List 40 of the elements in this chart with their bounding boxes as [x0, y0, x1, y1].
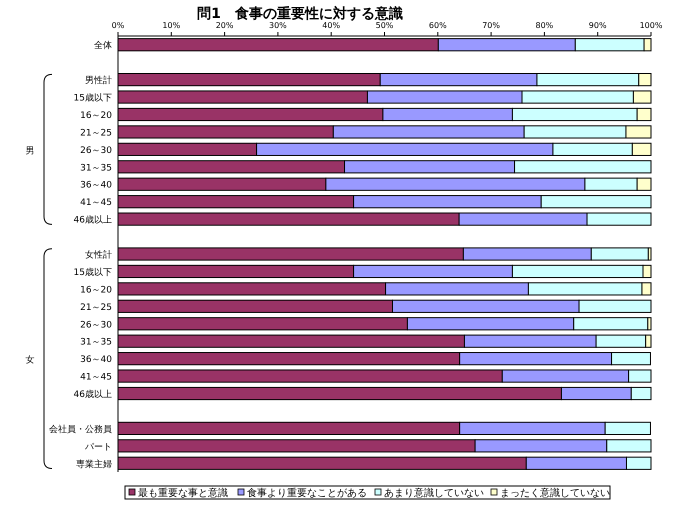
y-tick-label: 26～30: [80, 146, 112, 156]
x-tick-label: 70%: [482, 21, 500, 30]
y-tick-label: 15歳以下: [74, 266, 112, 278]
y-tick-label: 31～35: [80, 163, 112, 174]
x-tick-label: 0%: [112, 21, 125, 30]
legend-label: 食事より重要なことがある: [247, 487, 367, 499]
legend-label: まったく意識していない: [500, 487, 610, 499]
y-tick-label: 41～45: [80, 198, 112, 208]
y-tick-label: 男性計: [85, 75, 112, 86]
y-tick-label: 31～35: [80, 338, 112, 348]
y-tick-label: 専業主婦: [76, 458, 112, 470]
y-tick-label: 21～25: [80, 128, 112, 138]
text: 男: [26, 145, 34, 156]
y-tick-label: 36～40: [80, 355, 112, 366]
x-tick-label: 40%: [322, 21, 340, 30]
y-tick-label: 46歳以上: [74, 214, 112, 226]
y-tick-label: 16～20: [80, 285, 112, 296]
y-tick-label: 女性計: [85, 250, 112, 260]
legend-label: あまり意識していない: [384, 487, 484, 499]
text: 女: [26, 354, 34, 366]
legend-label: 最も重要な事と意識: [138, 487, 228, 499]
y-tick-label: 36～40: [80, 180, 112, 191]
x-tick-label: 30%: [269, 21, 288, 30]
y-tick-label: 15歳以下: [74, 92, 112, 104]
x-tick-label: 90%: [588, 21, 607, 30]
y-tick-label: 41～45: [80, 372, 112, 383]
y-tick-label: 21～25: [80, 302, 112, 313]
x-tick-label: 50%: [376, 21, 394, 30]
y-tick-label: 16～20: [80, 110, 112, 121]
y-tick-label: 全体: [94, 40, 112, 52]
x-tick-label: 100%: [640, 21, 663, 30]
y-tick-label: 46歳以上: [74, 389, 112, 400]
x-tick-label: 10%: [162, 21, 181, 30]
x-tick-label: 60%: [428, 21, 448, 30]
y-tick-label: パート: [84, 442, 112, 452]
y-tick-label: 会社員・公務員: [49, 424, 112, 435]
chart-title: 問1 食事の重要性に対する意識: [197, 5, 403, 22]
x-tick-label: 20%: [216, 21, 234, 30]
y-tick-label: 26～30: [80, 320, 112, 330]
x-tick-label: 80%: [536, 21, 554, 30]
